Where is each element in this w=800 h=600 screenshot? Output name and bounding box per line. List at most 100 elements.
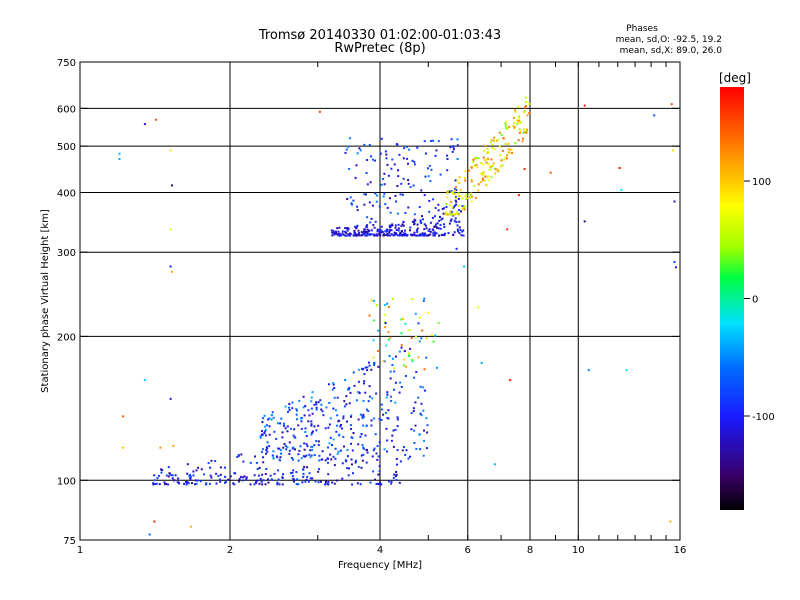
data-point [434,234,436,237]
data-point [402,364,405,367]
data-point [366,231,369,234]
data-point [315,401,318,404]
data-point [417,396,420,399]
data-point [396,463,398,466]
data-point [393,388,395,391]
data-point [327,426,330,429]
data-point [382,178,385,180]
data-point [391,297,394,300]
data-point [376,304,378,307]
data-point [390,482,393,485]
data-point [411,358,414,361]
data-point [188,474,191,477]
data-point [413,213,416,216]
data-point [384,203,387,206]
data-point [380,418,383,421]
data-point [331,481,334,484]
data-point [373,362,376,365]
data-point [262,456,265,459]
data-point [292,446,295,449]
data-point [357,391,359,394]
data-point [368,234,371,237]
data-point [183,482,186,485]
data-point [461,230,464,233]
data-point [363,380,366,383]
data-point [470,180,473,183]
data-point [258,482,261,485]
data-point [416,227,419,230]
data-point [412,233,415,236]
data-point [394,428,397,431]
data-point [362,446,365,449]
data-point [427,175,430,178]
data-point [443,226,446,228]
data-point [362,230,365,233]
data-point [376,445,379,447]
data-point [365,425,368,428]
data-point [357,465,360,468]
data-point [258,466,261,469]
data-point [386,163,389,166]
data-point [516,105,519,108]
data-point [295,483,298,485]
data-point [165,483,168,485]
data-point [428,228,431,231]
data-point [425,227,428,230]
data-point [208,482,211,485]
data-point [348,402,351,405]
data-point [653,114,656,117]
data-point [368,361,370,364]
data-point [413,222,416,225]
data-point [238,478,241,480]
data-point [346,467,349,470]
data-point [408,329,411,332]
data-point [350,442,352,445]
data-point [315,429,318,432]
data-point [393,163,396,166]
data-point [413,163,416,166]
data-point [399,381,402,384]
data-point [366,216,369,219]
data-point [329,453,332,456]
data-point [232,482,235,485]
data-point [437,209,440,212]
data-point [375,392,378,395]
data-point [271,454,274,457]
data-point [273,430,276,433]
data-point [487,163,490,165]
data-point [482,163,485,166]
data-point [458,226,461,229]
data-point [365,408,368,411]
data-point [457,197,460,200]
data-point [200,468,203,471]
data-point [488,168,491,171]
data-point [292,434,295,437]
data-point [344,230,347,233]
data-point [427,229,430,232]
data-point [412,407,415,410]
data-point [284,405,287,408]
data-point [491,143,494,146]
data-point [419,234,422,237]
data-point [408,148,411,151]
data-point [350,415,352,418]
data-point [259,436,262,439]
data-point [474,196,477,199]
data-point [452,146,455,149]
data-point [370,368,373,371]
data-point [363,373,366,376]
data-point [411,360,414,363]
data-point [434,215,436,218]
data-point [407,162,409,165]
data-point [396,416,399,419]
data-point [388,234,391,237]
data-point [387,331,390,334]
data-point [400,318,403,321]
data-point [385,411,387,414]
data-point [407,182,410,185]
data-point [463,205,466,208]
data-point [470,179,473,182]
data-point [409,347,412,350]
data-point [255,461,258,464]
